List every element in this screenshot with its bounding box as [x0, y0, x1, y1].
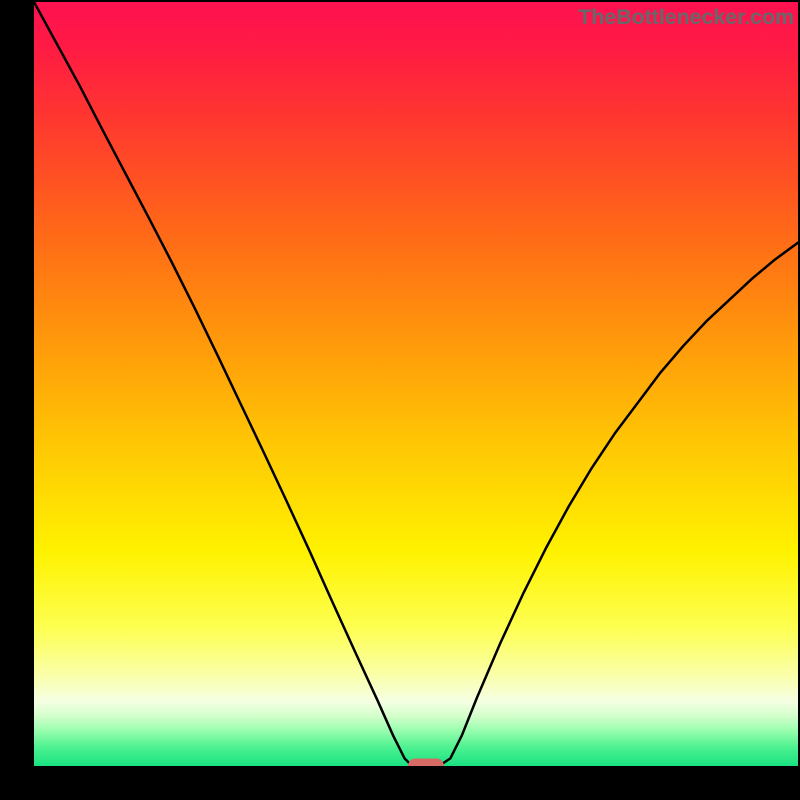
optimal-marker [408, 759, 444, 767]
plot-area [34, 2, 798, 766]
gradient-background [34, 2, 798, 766]
plot-svg [34, 2, 798, 766]
watermark-text: TheBottlenecker.com [578, 5, 794, 30]
chart-container: TheBottlenecker.com [0, 0, 800, 800]
